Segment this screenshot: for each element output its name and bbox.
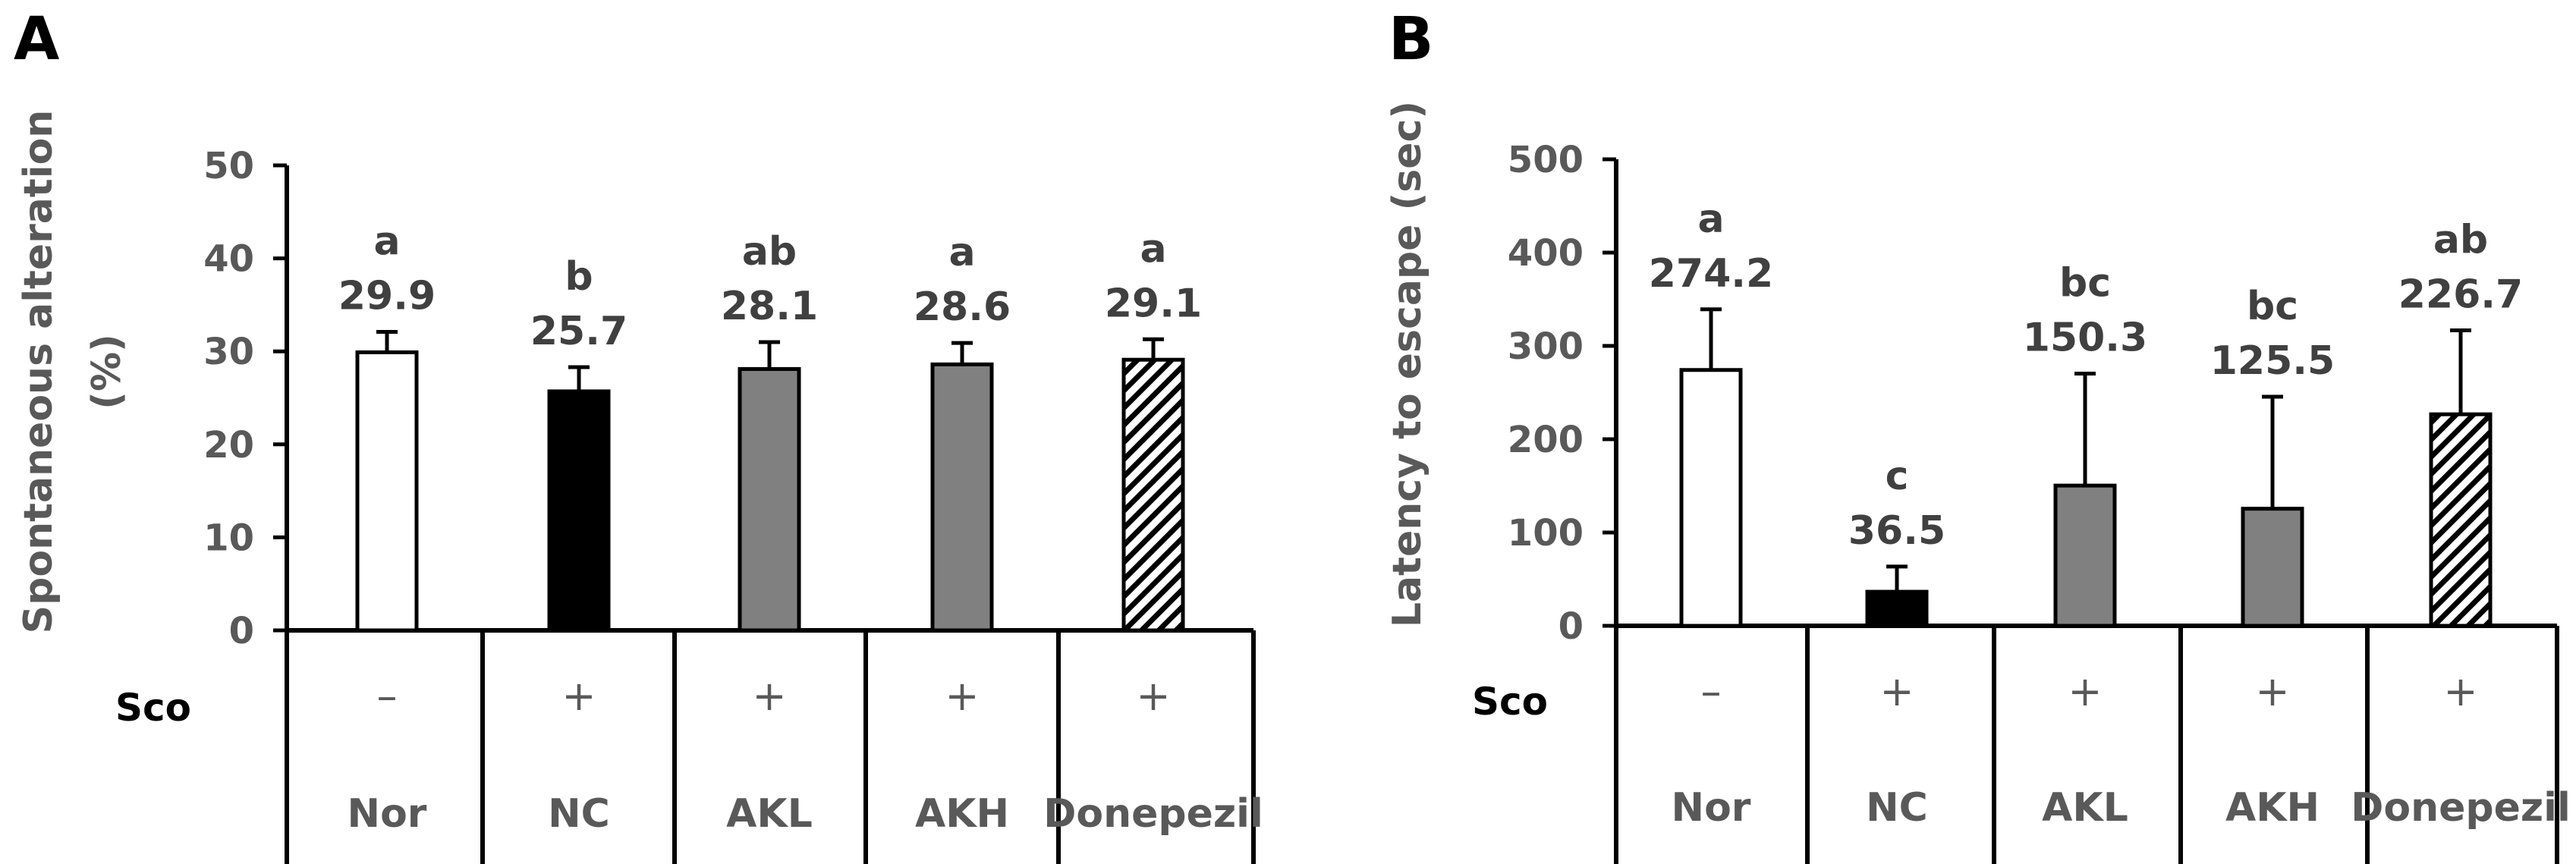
panel-b-value-label-akl: 150.3 [2023, 316, 2147, 361]
panel-a-ylabel-line1: Spontaneous alteration [16, 110, 61, 634]
panel-b-sco-sign-akh: + [2255, 668, 2289, 715]
panel-a-group-label-nc: NC [548, 791, 610, 837]
panel-a-group-label-nor: Nor [348, 791, 427, 837]
panel-a-group-label-akl: AKL [726, 791, 813, 837]
panel-a-sco-label: Sco [115, 686, 191, 730]
panel-a-value-label-nc: 25.7 [530, 309, 627, 354]
panel-a-bar-akl [738, 366, 801, 633]
panel-a-y-tick-label: 20 [203, 424, 254, 467]
panel-b-letter: B [1389, 5, 1433, 74]
panel-b-y-tick-label: 100 [1508, 512, 1584, 555]
panel-b-y-tick-label: 400 [1508, 232, 1584, 275]
panel-b-bar-nor [1679, 368, 1743, 628]
panel-a-letter: A [14, 5, 59, 74]
panel-a-ylabel-line2: (%) [84, 334, 130, 410]
panel-a-y-tick-label: 40 [203, 238, 254, 281]
panel-b-bar-akh [2241, 507, 2304, 628]
panel-b-group-label-akl: AKL [2042, 785, 2128, 831]
panel-a-value-label-donepezil: 29.1 [1105, 281, 1202, 326]
panel-a-y-tick-label: 50 [203, 145, 254, 187]
panel-a-bar-nor [355, 350, 419, 633]
panel-b-significance-letter-donepezil: ab [2433, 217, 2488, 262]
panel-a-chart: 0 10 20 30 40 50 29.9 a – Nor 25.7 b + NC 28.1 ab + AKL 28… [203, 145, 1263, 864]
panel-b-bar-akl [2053, 483, 2117, 628]
panel-a-sco-sign-akl: + [752, 672, 786, 720]
panel-b-group-label-akh: AKH [2225, 785, 2320, 831]
panel-a-bar-akh [930, 362, 994, 633]
panel-b-sco-label: Sco [1472, 680, 1548, 724]
panel-b-group-label-nc: NC [1866, 785, 1928, 831]
panel-a-sco-sign-nc: + [561, 672, 596, 720]
panel-b-bar-nc [1865, 589, 1929, 628]
panel-b-value-label-nor: 274.2 [1649, 251, 1773, 297]
panel-b-sco-sign-donepezil: + [2443, 668, 2477, 715]
panel-b-y-tick-label: 0 [1558, 605, 1584, 648]
panel-b-significance-letter-nor: a [1697, 196, 1724, 242]
panel-a-y-tick-label: 10 [203, 517, 254, 559]
panel-b-group-label-nor: Nor [1672, 785, 1751, 831]
panel-b-value-label-akh: 125.5 [2210, 338, 2335, 384]
panel-a-significance-letter-donepezil: a [1140, 226, 1166, 272]
panel-b-group-label-donepezil: Donepezil [2351, 785, 2571, 831]
panel-b-ylabel: Latency to escape (sec) [1385, 101, 1430, 627]
panel-b-chart: 0 100 200 300 400 500 274.2 a – Nor 36.5 c + NC 150.3 b… [1508, 139, 2571, 864]
panel-a-significance-letter-akh: a [948, 230, 975, 275]
panel-b-value-label-donepezil: 226.7 [2398, 272, 2523, 317]
panel-b-significance-letter-akl: bc [2059, 261, 2111, 306]
panel-a-significance-letter-nc: b [565, 254, 593, 300]
panel-a-bar-donepezil [1121, 357, 1185, 633]
panel-a-group-label-akh: AKH [915, 791, 1009, 837]
panel-a-significance-letter-nor: a [373, 218, 400, 264]
panel-a-significance-letter-akl: ab [742, 229, 797, 275]
panel-a-bar-nc [547, 389, 611, 633]
panel-b-bar-donepezil [2429, 412, 2493, 628]
panel-b-significance-letter-akh: bc [2247, 284, 2298, 329]
panel-a-value-label-nor: 29.9 [338, 273, 436, 319]
panel-a-sco-sign-nor: – [377, 672, 398, 720]
panel-a-sco-sign-donepezil: + [1136, 672, 1170, 720]
panel-a-group-label-donepezil: Donepezil [1043, 791, 1263, 837]
panel-a-value-label-akl: 28.1 [721, 284, 818, 329]
panel-b-sco-sign-nc: + [1879, 668, 1914, 715]
panel-a-sco-sign-akh: + [945, 672, 979, 720]
panel-b-sco-sign-akl: + [2068, 668, 2102, 715]
panel-b-sco-sign-nor: – [1701, 668, 1722, 715]
panel-a-y-tick-label: 0 [229, 610, 254, 652]
panel-a-y-tick-label: 30 [203, 331, 254, 373]
panel-b-y-tick-label: 500 [1508, 139, 1584, 181]
panel-a-value-label-akh: 28.6 [914, 284, 1011, 330]
panel-b-significance-letter-nc: c [1886, 454, 1909, 499]
panel-b-y-tick-label: 200 [1508, 419, 1584, 461]
panel-b-y-tick-label: 300 [1508, 325, 1584, 368]
panel-b-value-label-nc: 36.5 [1848, 508, 1945, 554]
